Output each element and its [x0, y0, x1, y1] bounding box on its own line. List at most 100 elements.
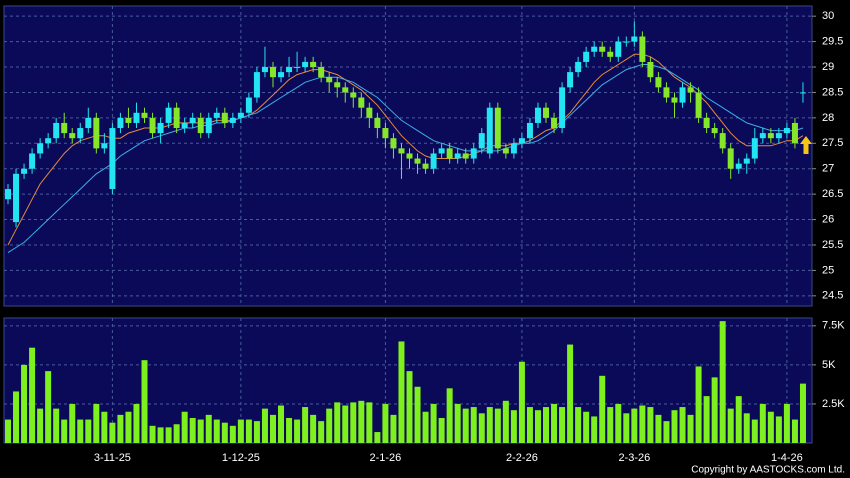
- candle-body: [406, 153, 413, 159]
- candle-body: [77, 128, 84, 139]
- candle-body: [767, 133, 774, 139]
- volume-bar: [703, 396, 710, 443]
- candle-body: [647, 61, 654, 78]
- y-tick-label: 26: [822, 213, 834, 225]
- volume-bar: [125, 411, 132, 443]
- volume-bar: [53, 408, 60, 443]
- volume-bar: [406, 371, 413, 443]
- candle-body: [189, 117, 196, 123]
- volume-bar: [551, 403, 558, 443]
- volume-bar: [269, 414, 276, 443]
- volume-bar: [342, 405, 349, 443]
- volume-bar: [671, 410, 678, 443]
- volume-bar: [382, 403, 389, 443]
- volume-bar: [727, 408, 734, 443]
- candle-body: [310, 61, 317, 68]
- candle-body: [727, 148, 734, 169]
- candle-body: [286, 67, 293, 73]
- volume-bar: [759, 403, 766, 443]
- volume-bar: [615, 403, 622, 443]
- volume-bar: [286, 418, 293, 443]
- candle-body: [221, 112, 228, 123]
- y-tick-label: 24.5: [822, 290, 843, 302]
- volume-bar: [695, 366, 702, 443]
- y-tick-label: 29.5: [822, 35, 843, 47]
- volume-bar: [61, 419, 68, 443]
- volume-bar: [205, 414, 212, 443]
- candle-body: [61, 122, 68, 134]
- volume-bar: [245, 419, 252, 443]
- volume-bar: [575, 407, 582, 443]
- volume-bar: [45, 371, 52, 443]
- x-tick-label: 2-2-26: [506, 452, 538, 464]
- volume-bar: [543, 407, 550, 443]
- candle-body: [639, 36, 646, 62]
- candle-body: [679, 87, 686, 103]
- volume-bar: [799, 383, 806, 443]
- volume-bar: [213, 419, 220, 443]
- volume-bar: [470, 407, 477, 443]
- candle-body: [229, 117, 236, 123]
- candle-body: [759, 133, 766, 139]
- volume-bar: [261, 408, 268, 443]
- volume-bar: [29, 347, 36, 443]
- candle-body: [326, 77, 333, 83]
- volume-bar: [197, 419, 204, 443]
- candle-body: [687, 87, 694, 93]
- volume-bar: [69, 403, 76, 443]
- candle-body: [719, 133, 726, 149]
- volume-bar: [77, 419, 84, 443]
- volume-bar: [414, 386, 421, 443]
- volume-bar: [157, 427, 164, 443]
- volume-bar: [559, 407, 566, 443]
- candle-body: [366, 107, 373, 118]
- candle-body: [695, 92, 702, 118]
- volume-bar: [334, 402, 341, 443]
- volume-bar: [623, 413, 630, 443]
- y-tick-label: 5K: [822, 359, 836, 371]
- candle-body: [374, 117, 381, 129]
- y-tick-label: 28.5: [822, 86, 843, 98]
- volume-bar: [37, 408, 44, 443]
- candle-body: [69, 133, 76, 139]
- candle-body: [543, 107, 550, 118]
- volume-bar: [302, 407, 309, 443]
- candle-body: [237, 112, 244, 118]
- candle-body: [414, 158, 421, 164]
- candle-body: [173, 107, 180, 129]
- candle-body: [318, 67, 325, 78]
- candle-body: [494, 107, 501, 149]
- y-tick-label: 30: [822, 10, 834, 22]
- volume-bar: [502, 400, 509, 443]
- volume-bar: [141, 360, 148, 443]
- candle-body: [478, 133, 485, 149]
- volume-bar: [310, 414, 317, 443]
- x-tick-label: 1-12-25: [222, 452, 260, 464]
- volume-bar: [21, 364, 28, 443]
- volume-bar: [518, 361, 525, 443]
- candle-body: [125, 117, 132, 123]
- volume-bar: [567, 344, 574, 443]
- candle-body: [655, 77, 662, 88]
- candle-body: [791, 122, 798, 144]
- volume-bar: [430, 403, 437, 443]
- candle-body: [735, 163, 742, 169]
- candle-body: [350, 92, 357, 98]
- volume-bar: [526, 407, 533, 443]
- candle-body: [671, 97, 678, 103]
- volume-bar: [510, 410, 517, 443]
- candle-body: [157, 122, 164, 134]
- volume-bar: [133, 403, 140, 443]
- candle-body: [302, 61, 309, 68]
- volume-bar: [422, 411, 429, 443]
- y-tick-label: 25: [822, 264, 834, 276]
- candle-body: [743, 158, 750, 164]
- x-tick-label: 2-3-26: [618, 452, 650, 464]
- candle-body: [21, 168, 28, 174]
- candle-body: [5, 189, 11, 200]
- volume-bar: [775, 416, 782, 443]
- volume-bar: [438, 418, 445, 443]
- volume-bar: [390, 414, 397, 443]
- volume-bar: [294, 419, 301, 443]
- candle-body: [165, 107, 172, 123]
